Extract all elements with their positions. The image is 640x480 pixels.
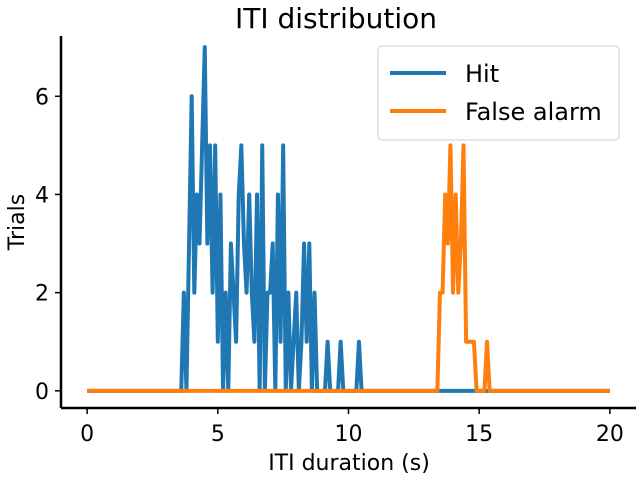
x-tick-label: 15 [465, 422, 493, 447]
chart-title: ITI distribution [235, 2, 437, 35]
x-tick-label: 10 [335, 422, 363, 447]
x-tick-label: 0 [80, 422, 94, 447]
y-axis-label: Trials [5, 194, 30, 251]
series-line-false-alarm [87, 143, 610, 393]
x-tick-label: 5 [211, 422, 225, 447]
y-tick-label: 6 [35, 85, 49, 110]
axes-layer: 0 5 10 15 20 0 2 4 6 [35, 36, 636, 447]
x-axis-label: ITI duration (s) [268, 451, 430, 476]
legend-label-hit: Hit [465, 60, 499, 88]
legend: Hit False alarm [377, 45, 620, 141]
series-layer [87, 45, 610, 393]
y-tick-label: 0 [35, 380, 49, 405]
y-tick-label: 4 [35, 183, 49, 208]
legend-frame [377, 45, 620, 141]
x-tick-label: 20 [596, 422, 624, 447]
legend-label-false-alarm: False alarm [465, 98, 602, 126]
y-tick-label: 2 [35, 282, 49, 307]
